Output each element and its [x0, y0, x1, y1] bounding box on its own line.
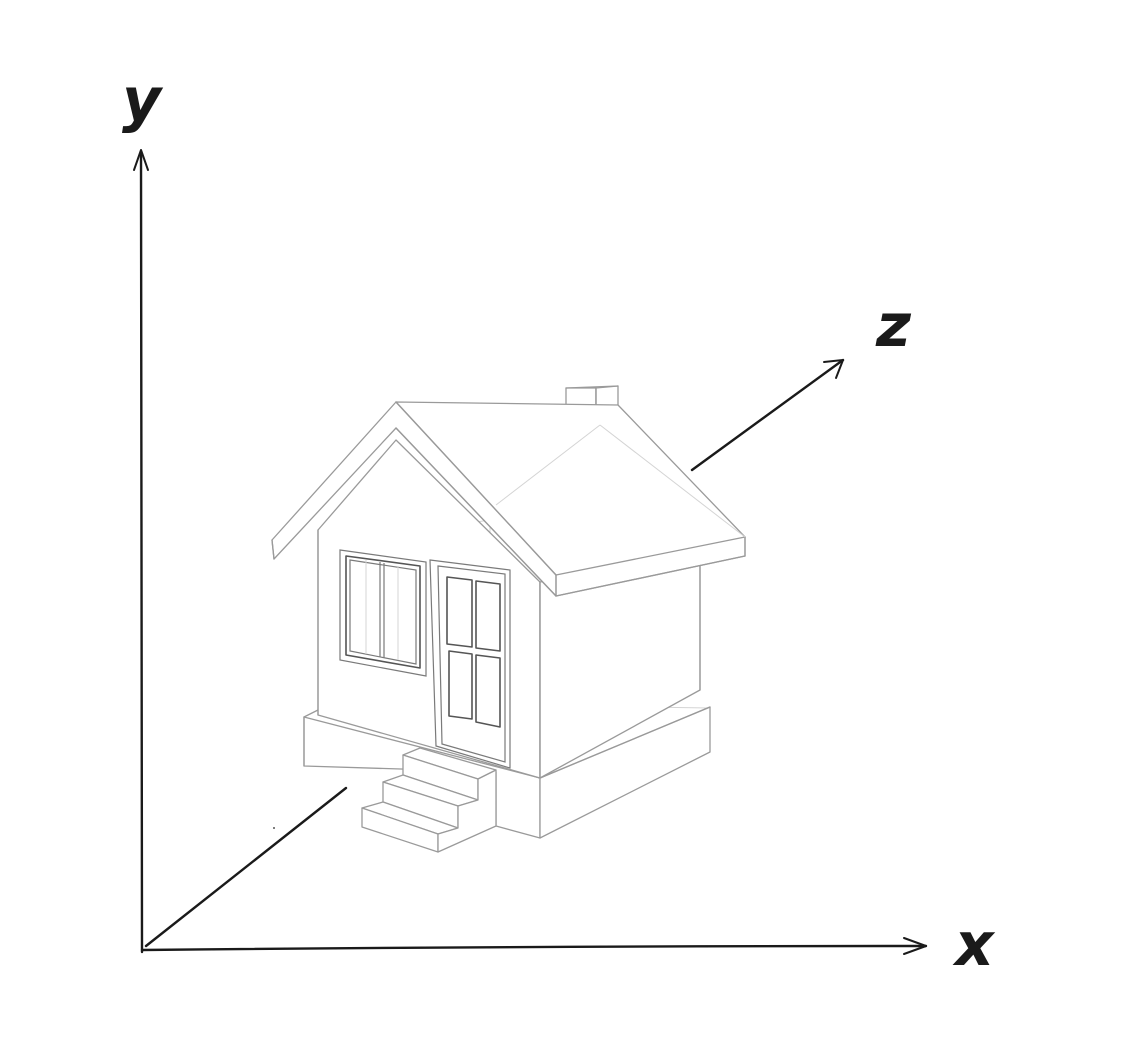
house-foundation — [303, 706, 711, 839]
front-steps — [361, 747, 497, 853]
house-roof — [271, 401, 746, 597]
z-axis — [144, 358, 845, 948]
y-axis — [133, 149, 149, 954]
z-axis-label: z — [875, 291, 912, 361]
front-door — [429, 559, 511, 769]
front-window — [339, 549, 427, 677]
x-axis — [140, 937, 928, 955]
x-axis-label: x — [952, 910, 996, 980]
stray-dot — [273, 827, 275, 829]
y-axis-label: y — [122, 65, 164, 135]
house-walls — [317, 439, 701, 779]
house-illustration — [271, 385, 746, 853]
